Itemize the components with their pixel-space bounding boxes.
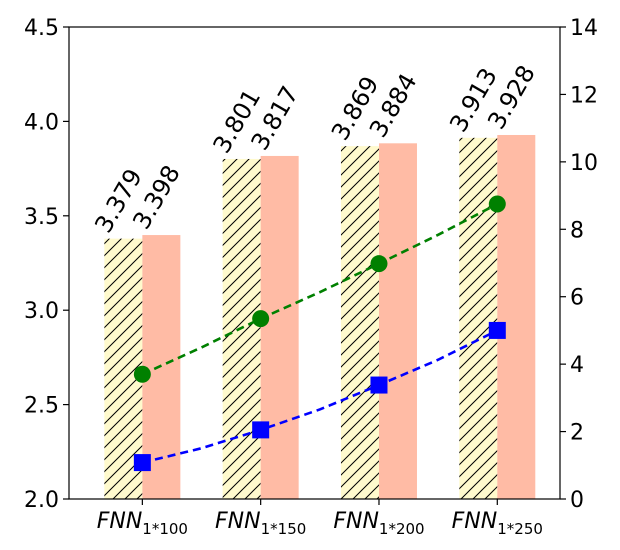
- y2-tick-label-6: 6: [570, 286, 584, 311]
- y-tick-label-2.0: 2.0: [24, 488, 59, 513]
- y-tick-label-3.0: 3.0: [24, 299, 59, 324]
- marker-line-green-4: [488, 195, 506, 213]
- bar-bar-salmon-4: [497, 134, 536, 500]
- marker-line-blue-3: [370, 376, 388, 394]
- y-tick-label-3.5: 3.5: [24, 205, 59, 230]
- x-tick-label-3: FNN1*200: [333, 509, 424, 538]
- y-tick-label-4.5: 4.5: [24, 16, 59, 41]
- x-tick-label-base-3: FNN: [333, 509, 379, 534]
- bar-bar-salmon-2: [260, 155, 299, 500]
- x-tick-label-sub-4: 1*250: [497, 520, 543, 538]
- line-line-green: [141, 202, 498, 376]
- marker-line-green-2: [252, 310, 270, 328]
- y2-tick-label-10: 10: [570, 151, 598, 176]
- marker-line-blue-1: [133, 454, 151, 472]
- x-tick-label-sub-1: 1*100: [142, 520, 188, 538]
- y2-tick-label-14: 14: [570, 16, 598, 41]
- y2-tick-label-8: 8: [570, 218, 584, 243]
- y2-tick-label-2: 2: [570, 421, 584, 446]
- x-tick-label-base-2: FNN: [215, 509, 261, 534]
- line-line-blue: [142, 329, 498, 464]
- marker-line-green-3: [370, 255, 388, 273]
- bar-bar-salmon-3: [378, 143, 417, 500]
- x-tick-label-base-4: FNN: [452, 509, 498, 534]
- x-tick-label-base-1: FNN: [97, 509, 143, 534]
- marker-line-blue-4: [488, 321, 506, 339]
- y2-tick-label-0: 0: [570, 488, 584, 513]
- y-tick-label-4.0: 4.0: [24, 110, 59, 135]
- x-tick-label-4: FNN1*250: [452, 509, 543, 538]
- x-tick-label-sub-3: 1*200: [379, 520, 425, 538]
- x-tick-label-2: FNN1*150: [215, 509, 306, 538]
- bar-bar-hatched-4: [459, 137, 498, 499]
- bar-bar-hatched-3: [340, 146, 379, 499]
- marker-line-blue-2: [252, 421, 270, 439]
- marker-line-green-1: [133, 365, 151, 383]
- plot-frame: [68, 26, 561, 500]
- y2-tick-label-12: 12: [570, 83, 598, 108]
- x-tick-label-1: FNN1*100: [97, 509, 188, 538]
- y-tick-label-2.5: 2.5: [24, 394, 59, 419]
- y2-tick-label-4: 4: [570, 353, 584, 378]
- x-tick-label-sub-2: 1*150: [261, 520, 307, 538]
